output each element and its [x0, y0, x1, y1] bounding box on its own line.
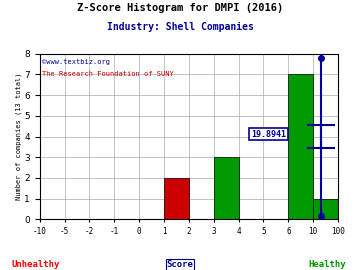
Text: The Research Foundation of SUNY: The Research Foundation of SUNY: [42, 71, 174, 77]
Y-axis label: Number of companies (13 total): Number of companies (13 total): [15, 73, 22, 200]
Text: Score: Score: [167, 260, 193, 269]
Bar: [214, 157, 239, 220]
Text: ©www.textbiz.org: ©www.textbiz.org: [42, 59, 110, 65]
Text: Z-Score Histogram for DMPI (2016): Z-Score Histogram for DMPI (2016): [77, 3, 283, 13]
Bar: [288, 74, 313, 220]
Text: Unhealthy: Unhealthy: [12, 260, 60, 269]
Text: Industry: Shell Companies: Industry: Shell Companies: [107, 22, 253, 32]
Text: Healthy: Healthy: [309, 260, 346, 269]
Bar: [313, 199, 338, 220]
Bar: [164, 178, 189, 220]
Text: 19.8941: 19.8941: [251, 130, 286, 139]
